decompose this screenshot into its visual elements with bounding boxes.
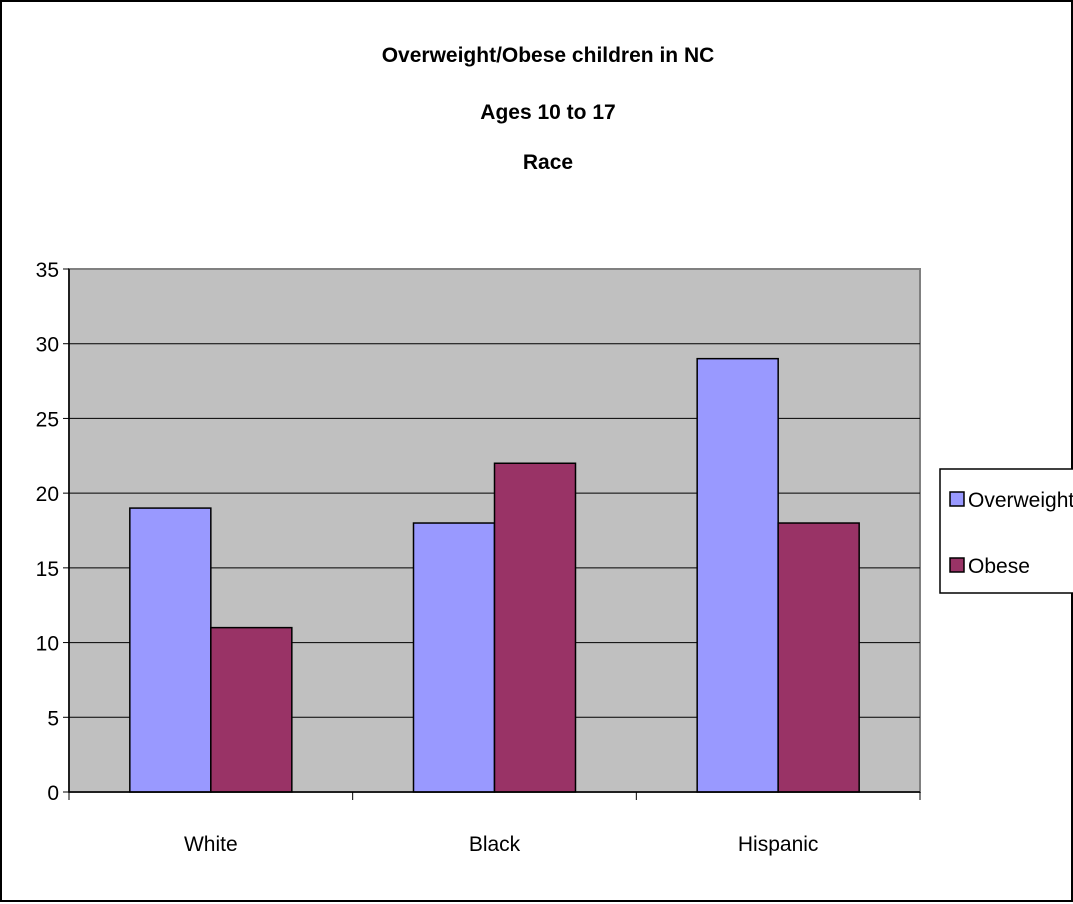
x-tick-label: Hispanic	[738, 833, 819, 856]
y-tick-label: 20	[36, 483, 59, 506]
y-axis-tick-labels: 0 5 10 15 20 25 30 35	[36, 259, 59, 805]
chart-title: Overweight/Obese children in NC Ages 10 …	[382, 44, 715, 174]
y-tick-label: 15	[36, 558, 59, 581]
x-tick-label: Black	[469, 833, 521, 856]
y-tick-label: 25	[36, 408, 59, 431]
chart-title-line-3: Race	[523, 151, 573, 174]
legend: Overweight Obese	[939, 468, 1073, 594]
y-tick-label: 10	[36, 633, 59, 656]
y-tick-label: 0	[47, 782, 59, 805]
bar-obese-black	[493, 462, 577, 793]
legend-swatch-overweight	[949, 491, 965, 507]
bars	[129, 357, 860, 793]
y-tick-label: 35	[36, 259, 59, 282]
legend-swatch-obese	[949, 557, 965, 573]
chart-title-line-2: Ages 10 to 17	[480, 101, 615, 124]
bar-overweight-black	[412, 522, 496, 793]
legend-label-overweight: Overweight	[968, 489, 1073, 512]
chart-title-line-1: Overweight/Obese children in NC	[382, 44, 715, 67]
x-tick-label: White	[184, 833, 238, 856]
y-tick-label: 30	[36, 334, 59, 357]
bar-overweight-hispanic	[696, 357, 779, 793]
bar-obese-white	[210, 626, 293, 793]
axes	[63, 268, 921, 800]
legend-label-obese: Obese	[968, 555, 1030, 578]
x-axis-tick-labels: White Black Hispanic	[184, 833, 818, 856]
bar-overweight-white	[129, 507, 212, 793]
y-tick-label: 5	[47, 707, 59, 730]
bar-obese-hispanic	[777, 522, 860, 793]
